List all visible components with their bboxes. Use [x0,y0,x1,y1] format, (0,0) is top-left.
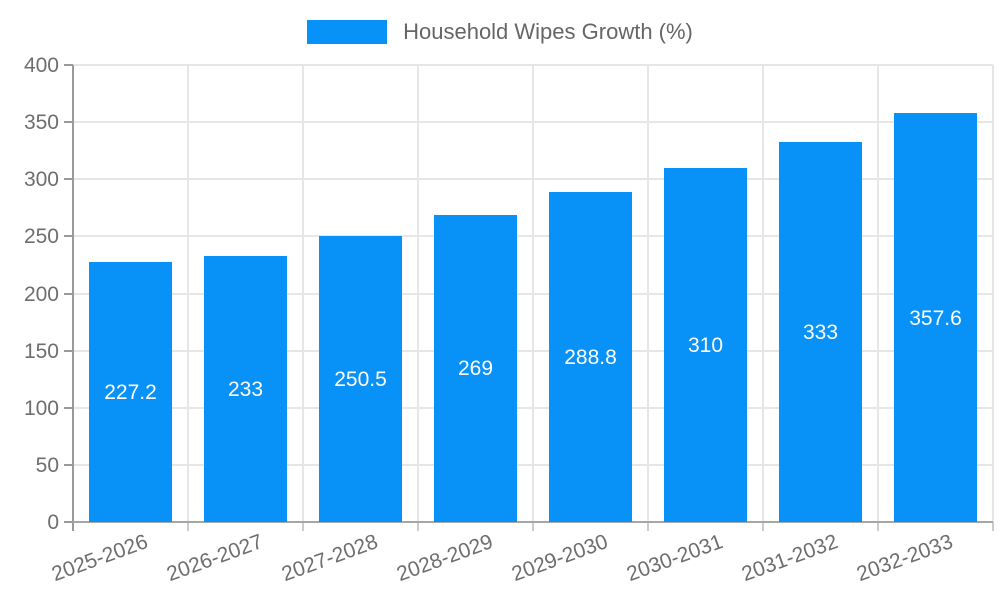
y-axis-tick-label: 300 [23,168,59,192]
bar-value-label: 357.6 [909,306,962,330]
x-axis-line [73,521,993,523]
y-tick [64,64,73,66]
y-tick [64,121,73,124]
bar-value-label: 227.2 [104,381,157,405]
x-gridline [762,65,764,522]
x-tick [302,522,304,531]
y-axis-line [72,65,74,531]
x-tick [187,522,189,531]
x-gridline [532,65,534,522]
x-gridline [992,65,994,522]
x-axis-tick-label: 2031-2032 [738,530,842,587]
legend[interactable]: Household Wipes Growth (%) [0,19,1000,45]
y-axis-tick-label: 200 [23,282,59,306]
x-axis-tick-label: 2032-2033 [853,530,957,587]
x-tick [992,522,994,531]
y-axis-tick-label: 150 [23,339,59,363]
x-axis-tick-label: 2028-2029 [393,530,497,587]
bar: 227.2 [89,262,172,522]
y-tick [64,406,73,409]
x-axis-tick-label: 2029-2030 [508,530,612,587]
bar-value-label: 333 [802,320,839,344]
y-tick [64,235,73,238]
y-axis-tick-label: 400 [23,54,59,77]
bar-value-label: 288.8 [564,346,617,369]
x-axis-tick-label: 2027-2028 [278,530,382,587]
x-axis-tick-label: 2025-2026 [48,530,152,587]
bar-value-label: 250.5 [334,367,387,391]
bar: 250.5 [319,235,402,522]
bar-value-label: 310 [687,333,724,357]
x-gridline [417,65,419,522]
x-tick [877,522,879,531]
bar-value-label: 269 [457,357,494,381]
x-tick [532,522,534,531]
y-tick [64,349,73,352]
bar: 269 [434,214,517,522]
y-axis-tick-label: 100 [23,396,59,420]
y-tick [64,463,73,466]
x-axis-tick-label: 2030-2031 [623,530,727,587]
x-gridline [302,65,304,522]
y-tick [64,178,73,181]
y-axis-tick-label: 50 [35,453,59,477]
y-axis-tick-label: 350 [23,111,59,135]
bar: 357.6 [894,113,977,522]
y-tick [64,292,73,295]
y-axis-tick-label: 250 [23,225,59,249]
bar: 333 [779,141,862,522]
bar-value-label: 233 [227,377,264,401]
y-tick [64,521,73,523]
bar: 310 [664,167,747,522]
legend-swatch[interactable] [307,20,388,44]
y-axis-tick-label: 0 [47,511,59,534]
x-tick [647,522,649,531]
x-gridline [647,65,649,522]
x-tick [417,522,419,531]
x-tick [762,522,764,531]
x-axis-tick-label: 2026-2027 [163,530,267,587]
bar: 288.8 [549,192,632,522]
legend-label[interactable]: Household Wipes Growth (%) [403,19,693,44]
x-gridline [877,65,879,522]
x-gridline [187,65,189,522]
bar: 233 [204,255,287,522]
